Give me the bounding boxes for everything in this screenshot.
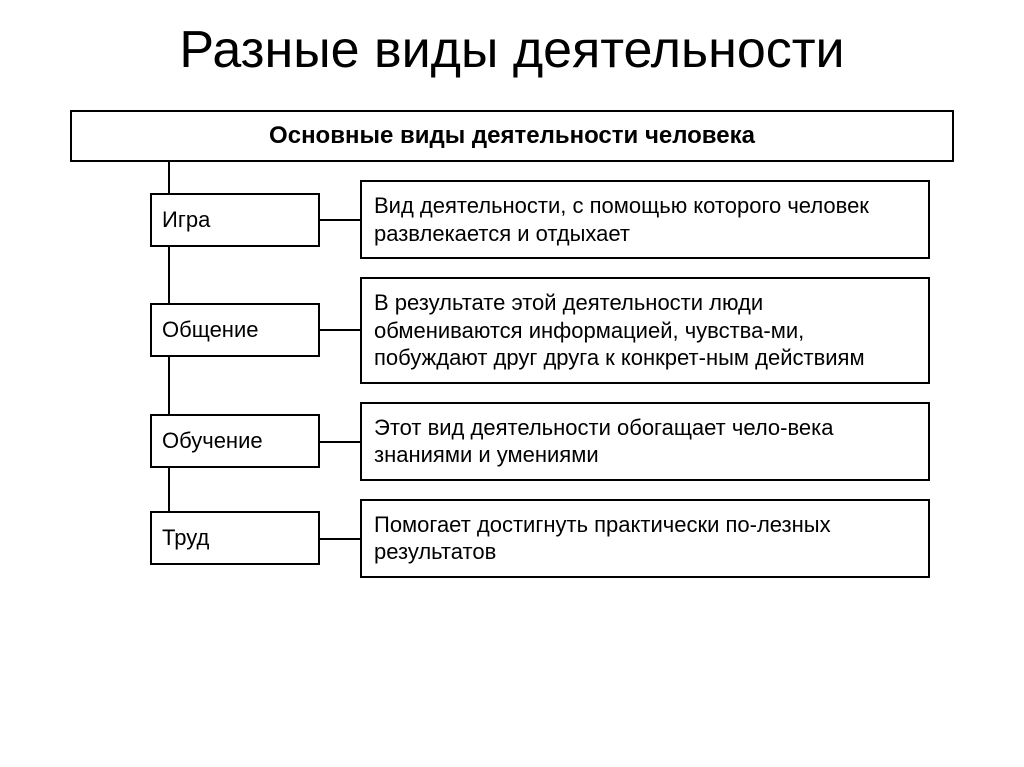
diagram-header: Основные виды деятельности человека <box>70 110 954 162</box>
connector-h-to-desc <box>320 329 360 331</box>
label-igra: Игра <box>150 193 320 247</box>
label-obshenie: Общение <box>150 303 320 357</box>
slide-title: Разные виды деятельности <box>0 20 1024 80</box>
connector-h-to-desc <box>320 441 360 443</box>
diagram-row: Общение В результате этой деятельности л… <box>70 277 954 384</box>
label-trud: Труд <box>150 511 320 565</box>
desc-trud: Помогает достигнуть практически по-лезны… <box>360 499 930 578</box>
desc-obuchenie: Этот вид деятельности обогащает чело-век… <box>360 402 930 481</box>
desc-obshenie: В результате этой деятельности люди обме… <box>360 277 930 384</box>
diagram-row: Труд Помогает достигнуть практически по-… <box>70 499 954 578</box>
diagram-row: Игра Вид деятельности, с помощью которог… <box>70 180 954 259</box>
connector-h-to-desc <box>320 538 360 540</box>
connector-h-to-desc <box>320 219 360 221</box>
diagram-row: Обучение Этот вид деятельности обогащает… <box>70 402 954 481</box>
label-obuchenie: Обучение <box>150 414 320 468</box>
desc-igra: Вид деятельности, с помощью которого чел… <box>360 180 930 259</box>
activity-diagram: Основные виды деятельности человека Игра… <box>70 110 954 578</box>
